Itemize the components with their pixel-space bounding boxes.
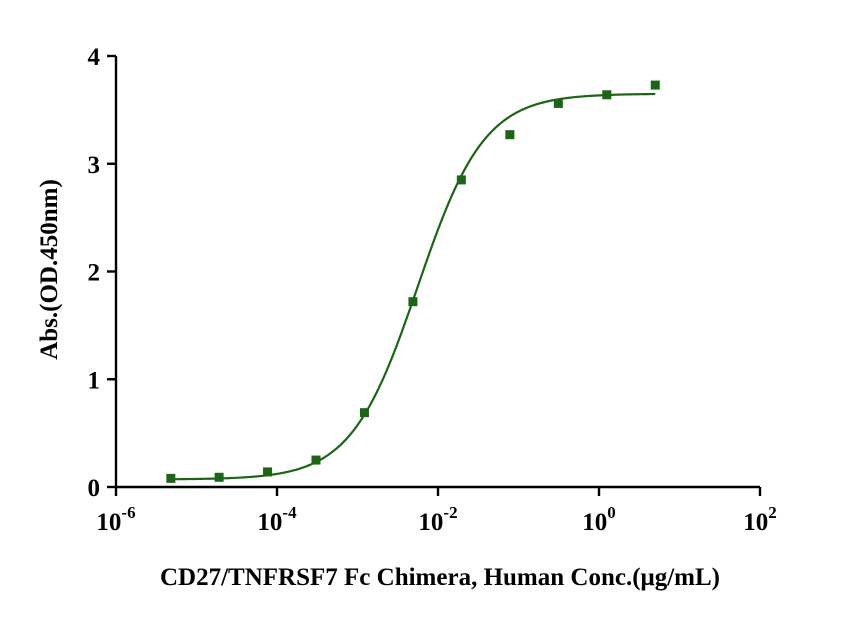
x-tick-exponent: 0 (607, 503, 616, 522)
data-point (505, 130, 515, 140)
data-point (408, 297, 418, 307)
data-point (214, 472, 224, 482)
data-point (456, 175, 466, 185)
x-tick-label: 10-6 (96, 503, 135, 536)
data-point (553, 98, 563, 108)
axes (107, 54, 762, 496)
x-tick-label: 10-4 (257, 503, 297, 536)
x-tick-base: 10 (96, 509, 121, 536)
x-axis-title: CD27/TNFRSF7 Fc Chimera, Human Conc.(μg/… (160, 564, 720, 591)
data-point (359, 408, 369, 418)
data-point (602, 90, 612, 100)
x-tick-base: 10 (257, 509, 282, 536)
x-tick-base: 10 (418, 509, 443, 536)
y-tick-label: 4 (88, 44, 101, 71)
x-tick-exponent: -4 (282, 503, 297, 522)
data-point (311, 455, 321, 465)
fit-curve (170, 92, 656, 481)
y-tick-label: 1 (88, 367, 101, 394)
y-tick-label: 2 (88, 260, 101, 287)
y-tick-label: 0 (88, 475, 101, 502)
x-tick-label: 10-2 (418, 503, 457, 536)
x-tick-label: 100 (582, 503, 616, 536)
plot-area (166, 80, 660, 483)
data-point (650, 80, 660, 90)
x-tick-exponent: 2 (768, 503, 777, 522)
x-tick-label: 102 (743, 503, 777, 536)
data-point (166, 473, 176, 483)
data-point (263, 467, 273, 477)
x-tick-exponent: -6 (121, 503, 135, 522)
x-tick-base: 10 (743, 509, 768, 536)
y-tick-label: 3 (88, 152, 101, 179)
y-axis-title: Abs.(OD.450nm) (36, 179, 63, 360)
x-tick-base: 10 (582, 509, 607, 536)
x-tick-exponent: -2 (443, 503, 457, 522)
